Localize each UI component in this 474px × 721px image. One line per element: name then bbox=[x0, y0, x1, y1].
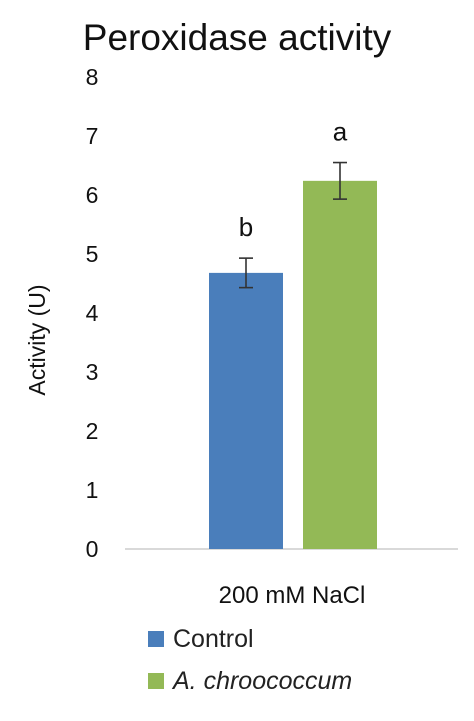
y-tick-label: 0 bbox=[86, 536, 99, 562]
legend-swatch-a-chroococcum bbox=[148, 673, 164, 689]
y-tick-label: 8 bbox=[86, 64, 99, 90]
y-tick-label: 1 bbox=[86, 477, 99, 503]
significance-label: a bbox=[333, 117, 348, 147]
y-axis-label: Activity (U) bbox=[24, 284, 50, 395]
y-tick-label: 3 bbox=[86, 359, 99, 385]
y-tick-label: 6 bbox=[86, 182, 99, 208]
y-axis-ticks: 0 1 2 3 4 5 6 7 8 bbox=[86, 64, 99, 562]
legend-item-control: Control bbox=[148, 624, 352, 654]
bar-a-chroococcum bbox=[303, 180, 377, 549]
legend-label-a-chroococcum: A. chroococcum bbox=[173, 666, 353, 695]
legend-label-control: Control bbox=[173, 624, 254, 653]
y-tick-label: 7 bbox=[86, 123, 99, 149]
bar-control bbox=[209, 272, 283, 549]
y-tick-label: 5 bbox=[86, 241, 99, 267]
chart-title: Peroxidase activity bbox=[83, 17, 392, 58]
y-tick-label: 4 bbox=[86, 300, 99, 326]
legend-item-a-chroococcum: A. chroococcum bbox=[148, 666, 352, 696]
y-tick-label: 2 bbox=[86, 418, 99, 444]
error-bars-group bbox=[239, 161, 347, 289]
bars-group bbox=[209, 180, 377, 549]
x-tick-label: 200 mM NaCl bbox=[219, 582, 366, 609]
significance-label: b bbox=[239, 212, 253, 242]
legend-swatch-control bbox=[148, 631, 164, 647]
significance-labels: ba bbox=[239, 117, 348, 243]
legend: Control A. chroococcum bbox=[148, 624, 352, 708]
